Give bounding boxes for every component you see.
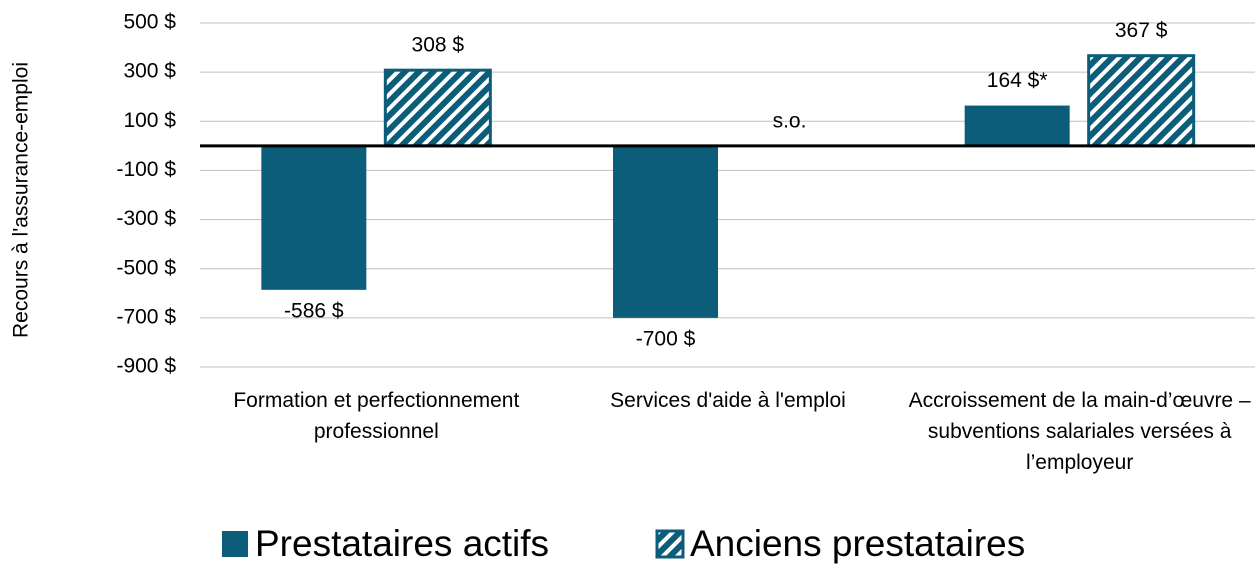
x-tick-label: Services d'aide à l'emploi [610,389,846,412]
y-tick-label: -700 $ [116,305,176,328]
bar [1087,54,1196,148]
legend-label: Anciens prestataires [690,523,1025,564]
bar [613,145,718,318]
legend-label: Prestataires actifs [255,523,549,564]
y-tick-label: -300 $ [116,207,176,230]
y-axis-label: Recours à l'assurance-emploi [10,62,33,338]
x-tick-label: Formation et perfectionnement profession… [233,389,520,443]
data-label: s.o. [773,109,807,132]
legend-swatch [655,529,685,559]
y-tick-label: -100 $ [116,158,176,181]
data-label: -700 $ [636,327,696,350]
bar [261,145,367,290]
y-tick-label: 300 $ [123,60,176,83]
x-tick-label: Accroissement de la main-d’œuvre – subve… [908,389,1251,474]
data-label: -586 $ [284,299,344,322]
y-tick-label: 500 $ [123,11,176,34]
y-tick-label: -900 $ [116,355,176,378]
bar [964,105,1070,146]
bar [383,68,492,148]
y-tick-label: 100 $ [123,109,176,132]
data-label: 308 $ [412,34,465,57]
legend-swatch [222,531,248,557]
data-label: 164 $* [987,69,1048,92]
y-tick-label: -500 $ [116,256,176,279]
data-label: 367 $ [1115,19,1168,42]
